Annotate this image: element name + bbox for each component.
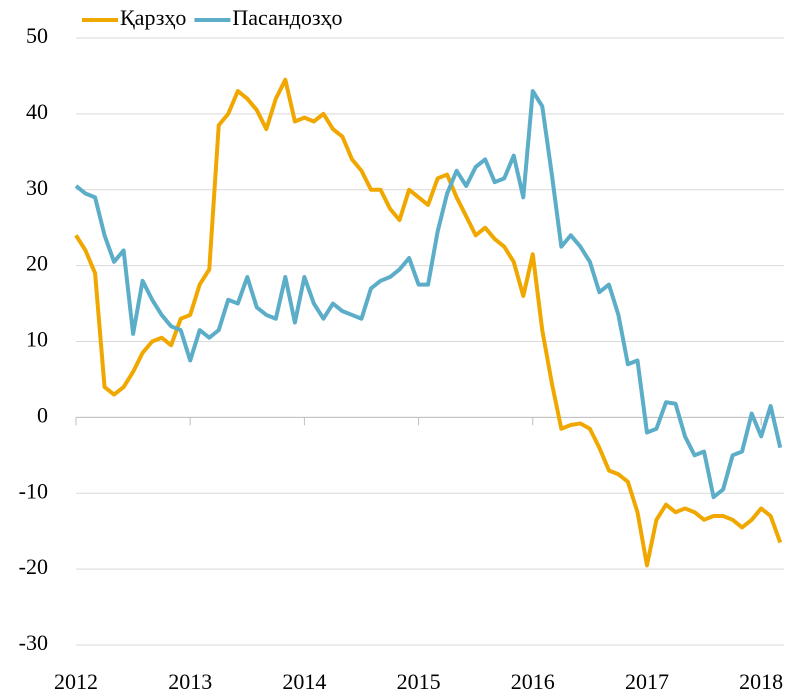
legend-label: Пасандозҳо bbox=[232, 5, 342, 30]
y-tick-label: 40 bbox=[26, 99, 48, 124]
x-tick-label: 2016 bbox=[511, 669, 555, 694]
y-tick-label: -30 bbox=[19, 630, 48, 655]
y-tick-label: -20 bbox=[19, 554, 48, 579]
series-line bbox=[74, 77, 783, 568]
legend-label: Қарзҳо bbox=[120, 5, 186, 30]
y-tick-label: 20 bbox=[26, 251, 48, 276]
x-tick-label: 2012 bbox=[54, 669, 98, 694]
x-tick-label: 2013 bbox=[168, 669, 212, 694]
x-tick-label: 2014 bbox=[282, 669, 326, 694]
y-tick-label: 30 bbox=[26, 175, 48, 200]
x-tick-label: 2018 bbox=[739, 669, 783, 694]
x-tick-label: 2017 bbox=[625, 669, 669, 694]
series-line bbox=[74, 89, 783, 500]
x-tick-label: 2015 bbox=[397, 669, 441, 694]
y-tick-label: -10 bbox=[19, 478, 48, 503]
y-tick-label: 50 bbox=[26, 23, 48, 48]
y-tick-label: 10 bbox=[26, 327, 48, 352]
y-tick-label: 0 bbox=[37, 402, 48, 427]
